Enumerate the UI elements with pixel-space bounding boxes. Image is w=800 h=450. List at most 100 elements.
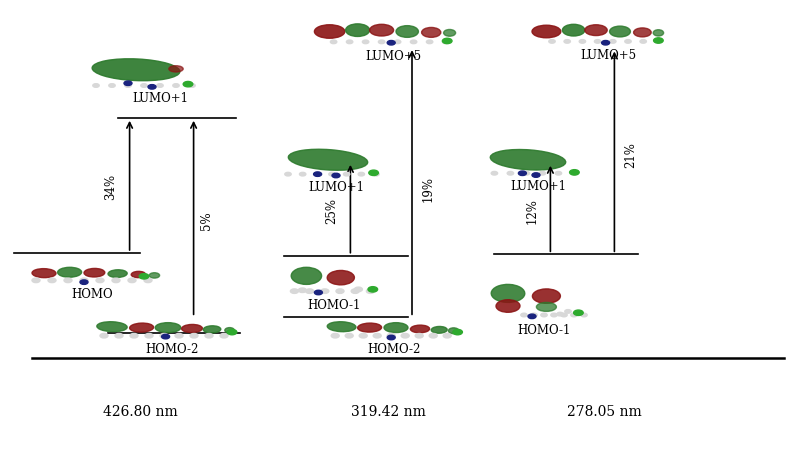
Circle shape [415, 333, 423, 338]
Text: HOMO: HOMO [71, 288, 113, 301]
Ellipse shape [150, 273, 160, 278]
Circle shape [429, 333, 438, 338]
Circle shape [539, 171, 546, 175]
Circle shape [80, 280, 88, 284]
Circle shape [128, 278, 136, 283]
Ellipse shape [537, 302, 557, 311]
Circle shape [570, 170, 579, 175]
Circle shape [148, 85, 156, 89]
Ellipse shape [346, 24, 370, 36]
Circle shape [220, 333, 228, 338]
Text: 278.05 nm: 278.05 nm [566, 405, 642, 419]
Circle shape [343, 172, 350, 176]
Circle shape [550, 313, 558, 317]
Circle shape [115, 333, 123, 338]
Circle shape [96, 278, 104, 283]
Circle shape [141, 84, 147, 87]
Ellipse shape [32, 269, 56, 278]
Circle shape [175, 333, 183, 338]
Text: HOMO-1: HOMO-1 [308, 299, 361, 312]
Circle shape [160, 333, 168, 338]
Text: LUMO+5: LUMO+5 [580, 49, 636, 62]
Ellipse shape [422, 27, 441, 37]
Ellipse shape [496, 300, 520, 312]
Circle shape [369, 170, 378, 176]
Circle shape [453, 329, 462, 335]
Text: LUMO+1: LUMO+1 [132, 92, 188, 105]
Circle shape [579, 40, 586, 43]
Text: 34%: 34% [104, 174, 117, 200]
Circle shape [394, 40, 401, 44]
Circle shape [144, 278, 152, 283]
Ellipse shape [291, 267, 322, 284]
Circle shape [346, 40, 353, 44]
Circle shape [507, 171, 514, 175]
Circle shape [321, 289, 329, 293]
Text: 21%: 21% [624, 142, 637, 168]
Circle shape [93, 84, 99, 87]
Circle shape [112, 278, 120, 283]
Ellipse shape [84, 268, 105, 277]
Circle shape [594, 40, 601, 43]
Circle shape [564, 40, 570, 43]
Circle shape [124, 81, 132, 86]
Ellipse shape [169, 66, 183, 72]
Circle shape [125, 84, 131, 87]
Ellipse shape [448, 328, 459, 334]
Circle shape [387, 40, 395, 45]
Ellipse shape [327, 270, 354, 285]
Circle shape [528, 314, 536, 319]
Circle shape [442, 38, 452, 44]
Circle shape [574, 310, 583, 315]
Ellipse shape [562, 24, 585, 36]
Ellipse shape [653, 30, 664, 36]
Circle shape [557, 312, 563, 316]
Ellipse shape [410, 325, 430, 333]
Ellipse shape [327, 322, 356, 332]
Circle shape [561, 313, 567, 317]
Ellipse shape [358, 323, 382, 332]
Circle shape [581, 313, 587, 317]
Circle shape [314, 172, 322, 176]
Circle shape [655, 40, 662, 43]
Circle shape [549, 40, 555, 43]
Ellipse shape [384, 323, 408, 333]
Ellipse shape [314, 25, 345, 38]
Circle shape [555, 171, 562, 175]
Circle shape [378, 40, 385, 44]
Circle shape [32, 278, 40, 283]
Circle shape [314, 172, 321, 176]
Circle shape [523, 171, 530, 175]
Circle shape [290, 289, 298, 293]
Circle shape [331, 333, 339, 338]
Circle shape [443, 333, 451, 338]
Ellipse shape [131, 271, 146, 278]
Ellipse shape [396, 26, 418, 37]
Circle shape [442, 40, 449, 44]
Circle shape [373, 172, 379, 176]
Circle shape [362, 40, 369, 44]
Ellipse shape [108, 270, 127, 278]
Circle shape [80, 278, 88, 283]
Circle shape [205, 333, 213, 338]
Text: LUMO+5: LUMO+5 [366, 50, 422, 63]
Text: 25%: 25% [326, 198, 338, 225]
Ellipse shape [92, 59, 180, 81]
Circle shape [354, 287, 362, 292]
Circle shape [48, 278, 56, 283]
Circle shape [426, 40, 433, 44]
Ellipse shape [225, 328, 234, 333]
Circle shape [602, 40, 610, 45]
Circle shape [306, 289, 314, 293]
Circle shape [190, 333, 198, 338]
Ellipse shape [370, 24, 394, 36]
Circle shape [299, 172, 306, 176]
Ellipse shape [431, 326, 447, 333]
Circle shape [145, 333, 153, 338]
Text: HOMO-2: HOMO-2 [146, 343, 198, 356]
Ellipse shape [491, 284, 525, 302]
Text: HOMO-1: HOMO-1 [518, 324, 570, 337]
Ellipse shape [634, 28, 651, 37]
Circle shape [285, 172, 291, 176]
Circle shape [373, 333, 382, 338]
